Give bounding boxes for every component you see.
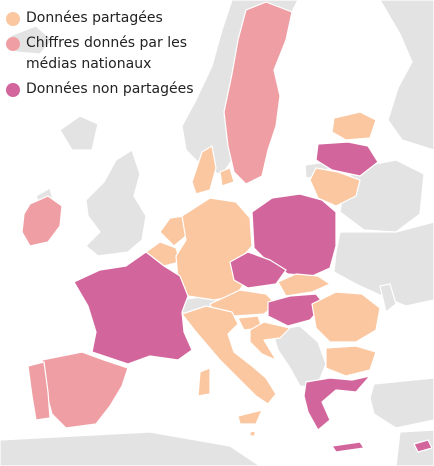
- eu-countries: [21, 1, 433, 453]
- uk-land: [85, 149, 147, 257]
- country-malta[interactable]: [249, 430, 256, 437]
- legend-swatch-shared: [6, 12, 20, 26]
- legend-swatch-national-media: [6, 37, 20, 51]
- country-estonia[interactable]: [331, 111, 377, 141]
- country-greece[interactable]: [303, 375, 371, 453]
- country-netherlands[interactable]: [159, 215, 187, 247]
- country-latvia[interactable]: [315, 141, 379, 177]
- russia-north-land: [379, 0, 434, 151]
- country-france[interactable]: [73, 251, 193, 365]
- legend-item-national-media: Chiffres donnés par les médias nationaux: [6, 33, 221, 75]
- moldova-land: [379, 283, 397, 314]
- legend-label-shared: Données partagées: [26, 10, 163, 26]
- legend-item-shared: Données partagées: [6, 8, 221, 29]
- legend-label-national-media: Chiffres donnés par les médias nationaux: [26, 35, 188, 72]
- country-slovakia[interactable]: [277, 273, 331, 297]
- legend-item-not-shared: Données non partagées: [6, 79, 221, 100]
- country-denmark[interactable]: [191, 145, 235, 195]
- turkey-land: [369, 377, 434, 429]
- legend-swatch-not-shared: [6, 83, 20, 97]
- north-africa-land: [0, 431, 262, 466]
- country-bulgaria[interactable]: [325, 345, 377, 377]
- map-legend: Données partagées Chiffres donnés par le…: [6, 8, 221, 104]
- country-portugal[interactable]: [27, 361, 51, 421]
- country-romania[interactable]: [311, 291, 381, 343]
- legend-label-not-shared: Données non partagées: [26, 81, 194, 97]
- country-sweden[interactable]: [223, 1, 293, 185]
- country-germany[interactable]: [175, 197, 253, 301]
- country-cyprus[interactable]: [413, 439, 433, 453]
- country-croatia[interactable]: [249, 321, 291, 361]
- country-ireland[interactable]: [21, 195, 63, 247]
- middle-east-land: [395, 429, 434, 466]
- scotland-land: [59, 115, 99, 151]
- country-spain[interactable]: [41, 351, 129, 429]
- country-italy[interactable]: [181, 305, 277, 425]
- country-czechia[interactable]: [229, 251, 287, 289]
- country-lithuania[interactable]: [309, 167, 361, 207]
